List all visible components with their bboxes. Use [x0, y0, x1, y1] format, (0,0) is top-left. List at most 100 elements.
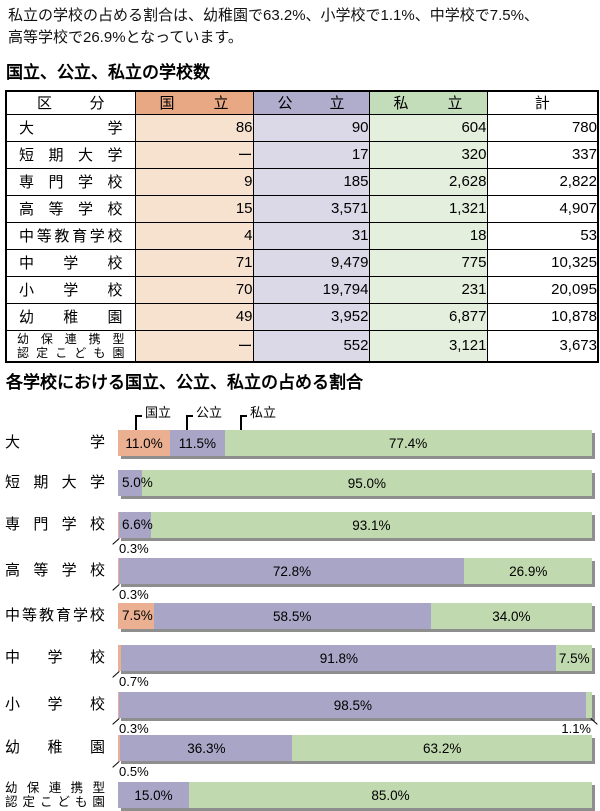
- cell-total: 780: [486, 113, 599, 142]
- column-header-public: 公立: [252, 90, 370, 115]
- cell-total: 337: [486, 140, 599, 169]
- cell-national: 9: [134, 167, 254, 196]
- segment-label-overflow: 5.0%: [122, 475, 153, 490]
- cell-private: 2,628: [368, 167, 488, 196]
- bar-row-secondary-school: 中等教育学校 58.5% 34.0% 7.5%: [0, 603, 600, 629]
- segment-label-overflow: 7.5%: [122, 608, 153, 623]
- cell-public: 185: [252, 167, 370, 196]
- bar-row-elementary-school: 小学校 98.5% 0.3% 1.1%: [0, 692, 600, 736]
- table-row: 高等学校 15 3,571 1,321 4,907: [5, 194, 599, 223]
- bar: 95.0% 5.0%: [118, 470, 592, 496]
- cell-public: 9,479: [252, 248, 370, 277]
- cell-public: 552: [252, 329, 370, 363]
- cell-national: 15: [134, 194, 254, 223]
- cell-total: 20,095: [486, 275, 599, 304]
- table-row: 小学校 70 19,794 231 20,095: [5, 275, 599, 304]
- segment-national: [118, 692, 120, 718]
- bar-label: 中等教育学校: [5, 607, 105, 624]
- school-count-table: 区分 国立 公立 私立 計 大学 86 90 604 780 短期大学 ー 17…: [5, 90, 599, 363]
- callout-left: 0.3%: [119, 541, 149, 556]
- cell-total: 4,907: [486, 194, 599, 223]
- segment-public: 15.0%: [118, 782, 190, 808]
- callout-left: 0.7%: [119, 674, 149, 689]
- callout-left: 0.3%: [119, 721, 149, 736]
- bar: 15.0% 85.0%: [118, 782, 592, 808]
- cell-category: 高等学校: [5, 194, 136, 223]
- callout-tick-right: [590, 718, 598, 725]
- segment-public: 11.5%: [170, 430, 225, 456]
- segment-private: 7.5%: [556, 645, 592, 671]
- cell-category: 専門学校: [5, 167, 136, 196]
- bar-label: 高等学校: [5, 562, 105, 579]
- intro-paragraph: 私立の学校の占める割合は、幼稚園で63.2%、小学校で1.1%、中学校で7.5%…: [8, 5, 596, 49]
- cell-public: 90: [252, 113, 370, 142]
- cell-total: 10,325: [486, 248, 599, 277]
- table-row: 幼保連携型 認定こども園 ー 552 3,121 3,673: [5, 329, 599, 363]
- segment-public: [118, 470, 142, 496]
- bar-label: 中学校: [5, 649, 105, 666]
- segment-national: [118, 603, 154, 629]
- cell-public: 3,571: [252, 194, 370, 223]
- segment-national: [118, 645, 122, 671]
- cell-total: 3,673: [486, 329, 599, 363]
- segment-private: 26.9%: [464, 558, 592, 584]
- cell-private: 604: [368, 113, 488, 142]
- bar-label: 短期大学: [5, 474, 105, 491]
- bar-row-university: 大学 11.0% 11.5% 77.4%: [0, 430, 600, 456]
- cell-category: 幼保連携型 認定こども園: [5, 329, 136, 363]
- segment-public: 98.5%: [119, 692, 587, 718]
- callout-left: 0.5%: [119, 764, 149, 779]
- chart-section-title: 各学校における国立、公立、私立の占める割合: [6, 373, 363, 392]
- table-row: 中学校 71 9,479 775 10,325: [5, 248, 599, 277]
- bar: 36.3% 63.2% 0.5%: [112, 735, 592, 779]
- legend-pointer-private: [240, 415, 247, 430]
- intro-line-1: 私立の学校の占める割合は、幼稚園で63.2%、小学校で1.1%、中学校で7.5%…: [8, 7, 539, 24]
- stacked-bar-chart: 国立 公立 私立 大学 11.0% 11.5% 77.4% 短期大学 95.0%…: [0, 398, 600, 811]
- bar-label: 小学校: [5, 696, 105, 713]
- bar-row-junior-college: 短期大学 95.0% 5.0%: [0, 470, 600, 496]
- bar: 58.5% 34.0% 7.5%: [118, 603, 592, 629]
- legend-pointer-public: [186, 415, 193, 430]
- cell-national: 4: [134, 221, 254, 250]
- bar: 91.8% 7.5% 0.7%: [112, 645, 592, 689]
- bar-row-high-school: 高等学校 72.8% 26.9% 0.3%: [0, 558, 600, 602]
- table-section-title: 国立、公立、私立の学校数: [6, 63, 210, 82]
- segment-public: [119, 512, 151, 538]
- bar-label: 専門学校: [5, 516, 105, 533]
- cell-public: 19,794: [252, 275, 370, 304]
- table-row: 中等教育学校 4 31 18 53: [5, 221, 599, 250]
- bar-row-junior-high-school: 中学校 91.8% 7.5% 0.7%: [0, 645, 600, 689]
- column-header-total: 計: [486, 90, 599, 115]
- cell-public: 17: [252, 140, 370, 169]
- cell-public: 3,952: [252, 302, 370, 331]
- cell-national: 70: [134, 275, 254, 304]
- bar-row-vocational-school: 専門学校 93.1% 6.6% 0.3%: [0, 512, 600, 556]
- cell-category: 中等教育学校: [5, 221, 136, 250]
- segment-private: 95.0%: [141, 470, 592, 496]
- bar-row-kindergarten: 幼稚園 36.3% 63.2% 0.5%: [0, 735, 600, 779]
- cell-national: 49: [134, 302, 254, 331]
- cell-category: 短期大学: [5, 140, 136, 169]
- cell-private: 1,321: [368, 194, 488, 223]
- bar-row-certified-childcare-center: 幼保連携型 認定こども園 15.0% 85.0%: [0, 781, 600, 809]
- column-header-national: 国立: [134, 90, 254, 115]
- callout-right: 1.1%: [561, 721, 591, 736]
- cell-private: 775: [368, 248, 488, 277]
- segment-private: [586, 692, 592, 718]
- cell-private: 6,877: [368, 302, 488, 331]
- cell-category: 中学校: [5, 248, 136, 277]
- cell-national: ー: [134, 140, 254, 169]
- bar: 98.5% 0.3% 1.1%: [112, 692, 598, 736]
- segment-national: 11.0%: [118, 430, 171, 456]
- column-header-private: 私立: [368, 90, 488, 115]
- cell-public: 31: [252, 221, 370, 250]
- cell-national: 86: [134, 113, 254, 142]
- cell-total: 10,878: [486, 302, 599, 331]
- bar: 11.0% 11.5% 77.4%: [118, 430, 592, 456]
- cell-national: ー: [134, 329, 254, 363]
- cell-total: 2,822: [486, 167, 599, 196]
- table-row: 短期大学 ー 17 320 337: [5, 140, 599, 169]
- segment-private: 93.1%: [150, 512, 592, 538]
- bar-label: 大学: [5, 434, 105, 451]
- segment-public: 91.8%: [121, 645, 557, 671]
